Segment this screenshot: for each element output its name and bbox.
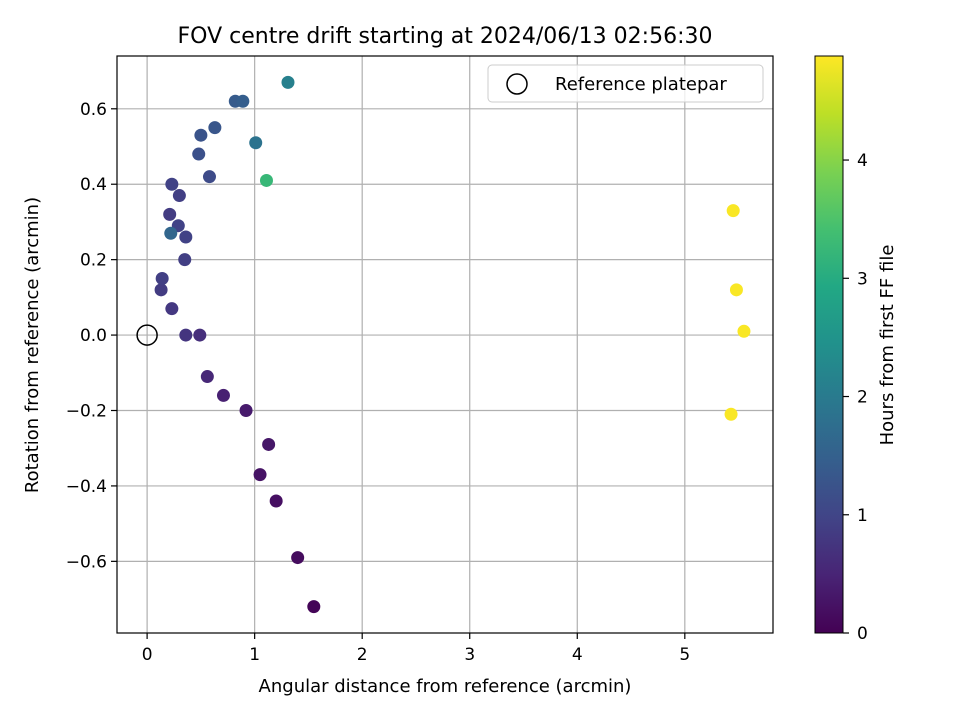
- plot-frame: [116, 55, 774, 634]
- colorbar-tick-label: 1: [857, 506, 868, 526]
- colorbar-tick-label: 3: [857, 269, 868, 289]
- y-tick-label: −0.4: [66, 477, 107, 497]
- data-point: [216, 388, 230, 402]
- data-point: [249, 136, 263, 150]
- data-point: [726, 204, 740, 218]
- x-tick-label: 2: [357, 645, 368, 665]
- data-point: [291, 551, 305, 565]
- data-point: [239, 403, 253, 417]
- y-tick-label: 0.2: [80, 251, 107, 271]
- x-tick-label: 1: [249, 645, 260, 665]
- x-tick-label: 3: [464, 645, 475, 665]
- x-tick-label: 5: [679, 645, 690, 665]
- x-axis-ticks: 0 1 2 3 4 5: [142, 633, 690, 665]
- data-point: [253, 468, 267, 482]
- data-point: [259, 173, 273, 187]
- data-point: [202, 170, 216, 184]
- data-point: [262, 437, 276, 451]
- data-point: [281, 75, 295, 89]
- colorbar-tick-label: 4: [857, 151, 868, 171]
- y-tick-label: 0.0: [80, 326, 107, 346]
- y-axis-label: Rotation from reference (arcmin): [22, 197, 43, 493]
- data-point: [200, 370, 214, 384]
- data-point: [194, 128, 208, 142]
- data-point: [163, 207, 177, 221]
- y-axis-ticks: −0.6 −0.4 −0.2 0.0 0.2 0.4 0.6: [66, 100, 117, 572]
- data-point: [179, 230, 193, 244]
- x-axis-label: Angular distance from reference (arcmin): [259, 676, 632, 697]
- legend-box: [487, 64, 764, 103]
- chart-title: FOV centre drift starting at 2024/06/13 …: [178, 24, 713, 49]
- colorbar-label: Hours from first FF file: [877, 245, 898, 446]
- y-tick-label: −0.2: [66, 401, 107, 421]
- data-point: [737, 324, 751, 338]
- legend: Reference platepar: [487, 64, 764, 103]
- colorbar-ticks: 0 1 2 3 4: [843, 151, 868, 644]
- colorbar: [814, 55, 844, 634]
- data-point: [172, 189, 186, 203]
- data-point: [165, 177, 179, 191]
- data-point: [192, 147, 206, 161]
- y-tick-label: −0.6: [66, 552, 107, 572]
- data-point: [724, 407, 738, 421]
- data-points: [154, 75, 751, 614]
- data-point: [164, 226, 178, 240]
- data-point: [307, 600, 321, 614]
- data-point: [729, 283, 743, 297]
- grid-lines: [117, 56, 773, 633]
- data-point: [193, 328, 207, 342]
- colorbar-tick-label: 2: [857, 388, 868, 408]
- x-tick-label: 0: [142, 645, 153, 665]
- y-tick-label: 0.4: [80, 175, 107, 195]
- data-point: [208, 121, 222, 135]
- data-point: [236, 94, 250, 108]
- data-point: [154, 283, 168, 297]
- data-point: [178, 253, 192, 267]
- reference-platepar-marker: [136, 324, 158, 346]
- data-point: [269, 494, 283, 508]
- x-tick-label: 4: [572, 645, 583, 665]
- y-tick-label: 0.6: [80, 100, 107, 120]
- data-point: [155, 272, 169, 286]
- legend-label: Reference platepar: [555, 74, 727, 95]
- data-point: [179, 328, 193, 342]
- colorbar-tick-label: 0: [857, 624, 868, 644]
- data-point: [165, 302, 179, 316]
- legend-reference-marker: [506, 73, 528, 95]
